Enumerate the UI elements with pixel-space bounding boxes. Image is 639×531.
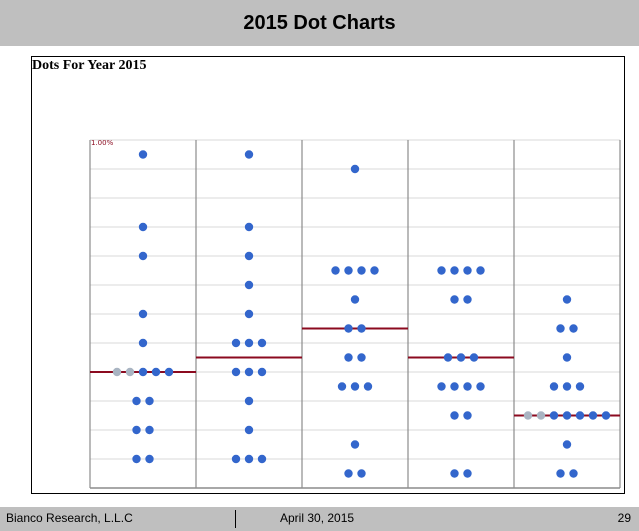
data-dot xyxy=(556,469,565,478)
data-dot xyxy=(450,266,459,275)
data-dot xyxy=(562,382,572,391)
page-title: 2015 Dot Charts xyxy=(243,11,396,34)
data-dot xyxy=(562,353,572,362)
data-dot xyxy=(138,367,148,377)
data-dot xyxy=(556,324,565,333)
data-dot xyxy=(469,353,479,362)
data-dot xyxy=(132,396,141,406)
data-dot xyxy=(463,411,472,420)
data-dot xyxy=(370,266,379,275)
data-dot xyxy=(132,425,141,435)
data-dot xyxy=(569,469,578,478)
data-dot xyxy=(112,367,122,377)
data-dot xyxy=(357,324,366,333)
data-dot xyxy=(125,367,135,377)
data-dot xyxy=(145,396,154,406)
data-dot xyxy=(257,454,267,464)
data-dot xyxy=(450,382,459,391)
data-dot xyxy=(456,353,466,362)
data-dot xyxy=(244,222,254,232)
data-dot xyxy=(443,353,453,362)
data-dot xyxy=(244,425,254,435)
data-dot xyxy=(357,469,366,478)
data-dot xyxy=(463,469,472,478)
data-dot xyxy=(450,295,459,304)
data-dot xyxy=(244,454,254,464)
data-dot xyxy=(437,266,446,275)
chart-frame xyxy=(31,56,625,494)
data-dot xyxy=(145,425,154,435)
data-dot xyxy=(145,454,154,464)
chart-title: Dots For Year 2015 xyxy=(32,58,147,73)
data-dot xyxy=(138,309,148,319)
data-dot xyxy=(244,251,254,261)
data-dot xyxy=(231,454,241,464)
data-dot xyxy=(463,382,472,391)
data-dot xyxy=(138,251,148,261)
footer-bar: Bianco Research, L.L.C April 30, 2015 29 xyxy=(0,507,639,531)
data-dot xyxy=(549,411,559,420)
data-dot xyxy=(331,266,340,275)
data-dot xyxy=(523,411,533,420)
data-dot xyxy=(536,411,546,420)
data-dot xyxy=(601,411,611,420)
data-dot xyxy=(463,295,472,304)
data-dot xyxy=(244,280,254,290)
data-dot xyxy=(244,367,254,377)
data-dot xyxy=(357,353,366,362)
data-dot xyxy=(569,324,578,333)
data-dot xyxy=(575,382,585,391)
data-dot xyxy=(244,150,254,159)
data-dot xyxy=(132,454,141,464)
data-dot xyxy=(244,396,254,406)
data-dot xyxy=(476,382,485,391)
data-dot xyxy=(138,338,148,348)
data-dot xyxy=(463,266,472,275)
data-dot xyxy=(257,338,267,348)
data-dot xyxy=(363,382,373,391)
data-dot xyxy=(350,440,360,449)
data-dot xyxy=(231,367,241,377)
data-dot xyxy=(476,266,485,275)
data-dot xyxy=(562,295,572,304)
data-dot xyxy=(344,353,353,362)
data-dot xyxy=(244,338,254,348)
data-dot xyxy=(344,469,353,478)
data-dot xyxy=(562,440,572,449)
data-dot xyxy=(450,469,459,478)
footer-company: Bianco Research, L.L.C xyxy=(6,511,133,525)
y-tick-label: 1.00% xyxy=(91,139,114,147)
data-dot xyxy=(244,309,254,319)
data-dot xyxy=(357,266,366,275)
data-dot xyxy=(350,295,360,304)
data-dot xyxy=(231,338,241,348)
header-bar: 2015 Dot Charts xyxy=(0,0,639,46)
data-dot xyxy=(344,324,353,333)
data-dot xyxy=(350,164,360,174)
data-dot xyxy=(549,382,559,391)
data-dot xyxy=(437,382,446,391)
data-dot xyxy=(257,367,267,377)
data-dot xyxy=(344,266,353,275)
footer-divider xyxy=(235,510,236,528)
data-dot xyxy=(138,222,148,232)
data-dot xyxy=(138,150,148,159)
data-dot xyxy=(575,411,585,420)
footer-page-number: 29 xyxy=(617,511,631,525)
footer-date: April 30, 2015 xyxy=(280,511,355,525)
data-dot xyxy=(164,367,174,377)
data-dot xyxy=(350,382,360,391)
data-dot xyxy=(450,411,459,420)
data-dot xyxy=(562,411,572,420)
data-dot xyxy=(151,367,161,377)
data-dot xyxy=(337,382,347,391)
data-dot xyxy=(588,411,598,420)
